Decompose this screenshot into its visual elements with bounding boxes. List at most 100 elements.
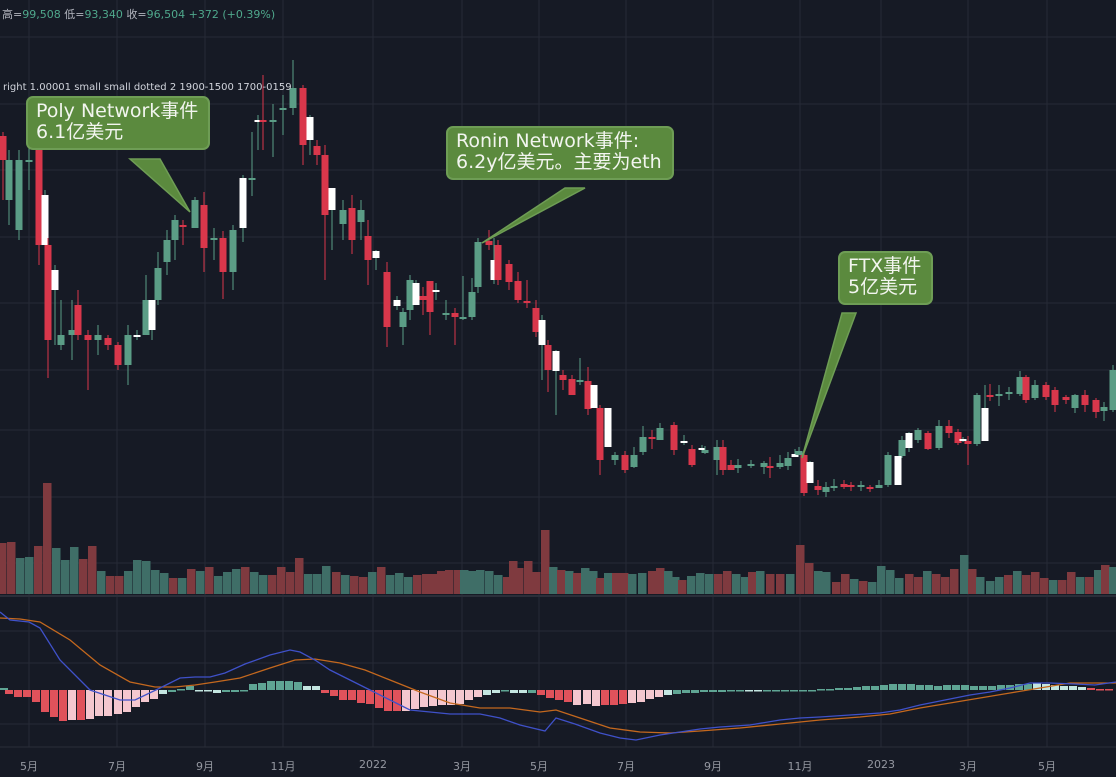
- candle-body: [905, 433, 913, 448]
- candle-body: [713, 447, 721, 460]
- macd-histogram-bar: [177, 689, 185, 691]
- volume-bar: [106, 576, 115, 594]
- callout-ronin-network[interactable]: Ronin Network事件: 6.2y亿美元。主要为eth: [446, 126, 674, 180]
- volume-bar: [557, 570, 566, 594]
- candle-body: [1092, 400, 1100, 412]
- candle-body: [814, 486, 822, 490]
- macd-histogram-bar: [5, 690, 13, 694]
- macd-histogram-bar: [537, 690, 545, 695]
- candle-body: [44, 245, 52, 340]
- macd-histogram-bar: [817, 689, 825, 691]
- macd-histogram-bar: [240, 690, 248, 692]
- candle-body: [124, 335, 132, 365]
- volume-bar: [914, 577, 923, 594]
- volume-bar: [494, 575, 503, 594]
- candle-body: [419, 296, 427, 300]
- macd-histogram-bar: [601, 690, 609, 705]
- candle-body: [544, 345, 552, 370]
- candle-body: [399, 312, 407, 327]
- volume-bar: [259, 575, 268, 594]
- macd-histogram-bar: [555, 690, 563, 700]
- candle-body: [1016, 377, 1024, 394]
- candle-body: [847, 485, 855, 487]
- time-axis-label: 2023: [867, 758, 895, 771]
- candle-body: [639, 437, 647, 452]
- volume-bar: [395, 573, 404, 594]
- candle-body: [866, 487, 874, 489]
- macd-histogram-bar: [799, 690, 807, 692]
- macd-histogram-bar: [853, 687, 861, 690]
- macd-histogram-bar: [790, 690, 798, 692]
- candle-body: [468, 292, 476, 317]
- macd-histogram-bar: [465, 690, 473, 700]
- candle-body: [596, 408, 604, 460]
- macd-histogram-bar: [195, 690, 203, 692]
- time-axis-label: 5月: [530, 760, 548, 773]
- candle-body: [766, 466, 774, 468]
- macd-histogram-bar: [132, 690, 140, 707]
- candle-body: [875, 485, 883, 488]
- volume-bar: [1076, 577, 1085, 594]
- macd-histogram-bar: [718, 690, 726, 692]
- volume-bar: [1004, 575, 1013, 594]
- volume-bar: [805, 563, 814, 594]
- macd-histogram-bar: [357, 690, 365, 703]
- macd-histogram-bar: [1060, 686, 1068, 690]
- volume-bar: [532, 572, 541, 594]
- macd-histogram-bar: [646, 690, 654, 699]
- volume-bar: [596, 578, 605, 594]
- callout-ftx[interactable]: FTX事件 5亿美元: [838, 251, 934, 305]
- volume-bar: [1049, 580, 1058, 594]
- volume-bar: [628, 574, 637, 594]
- macd-histogram-bar: [312, 686, 320, 690]
- volume-bar: [541, 530, 550, 594]
- candle-body: [348, 208, 356, 240]
- candle-body: [357, 210, 365, 222]
- volume-bar: [350, 576, 359, 594]
- macd-histogram-bar: [727, 690, 735, 692]
- volume-bar: [404, 577, 413, 594]
- candle-body: [432, 290, 440, 292]
- macd-histogram-bar: [0, 688, 8, 690]
- candle-body: [364, 236, 372, 260]
- candle-body: [406, 280, 414, 310]
- volume-bar: [696, 573, 705, 594]
- macd-histogram-bar: [59, 690, 67, 721]
- volume-bar: [1067, 572, 1076, 594]
- volume-bar: [932, 574, 941, 594]
- macd-histogram-bar: [375, 690, 383, 708]
- candle-body: [945, 426, 953, 433]
- candle-body: [339, 210, 347, 224]
- callout-poly-network[interactable]: Poly Network事件 6.1亿美元: [26, 96, 211, 150]
- candle-body: [239, 178, 247, 228]
- macd-histogram-bar: [330, 690, 338, 696]
- candle-body: [490, 260, 498, 280]
- volume-bar: [776, 574, 785, 594]
- time-axis-label: 3月: [959, 760, 977, 773]
- time-axis-label: 11月: [270, 760, 296, 773]
- candle-body: [523, 301, 531, 303]
- macd-histogram-bar: [14, 690, 22, 697]
- candle-body: [630, 455, 638, 467]
- candle-body: [1042, 385, 1050, 397]
- macd-histogram-bar: [258, 683, 266, 690]
- candle-body: [680, 441, 688, 443]
- candle-body: [924, 433, 932, 449]
- volume-bar: [877, 566, 886, 594]
- macd-histogram-bar: [889, 684, 897, 690]
- candle-body: [148, 300, 156, 330]
- candle-body: [35, 145, 43, 245]
- candle-body: [25, 160, 33, 162]
- candle-body: [269, 120, 277, 122]
- volume-bar: [1031, 572, 1040, 594]
- volume-bar: [741, 577, 750, 594]
- macd-histogram-bar: [303, 686, 311, 690]
- candle-body: [719, 447, 727, 470]
- candle-body: [894, 456, 902, 485]
- candle-body: [133, 335, 141, 337]
- candle-body: [442, 313, 450, 315]
- candle-body: [621, 455, 629, 470]
- high-label: 高=: [2, 8, 23, 21]
